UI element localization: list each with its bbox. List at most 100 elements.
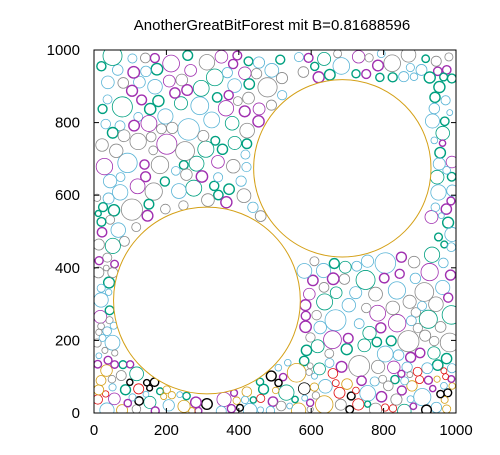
small-circle <box>160 393 168 400</box>
small-circle <box>446 363 456 374</box>
small-circle <box>129 178 146 195</box>
small-circle <box>243 56 254 67</box>
small-circle <box>423 375 434 385</box>
small-circle <box>238 66 252 80</box>
small-circle <box>99 402 115 413</box>
small-circle <box>272 386 280 395</box>
small-circle <box>140 65 152 78</box>
small-circle <box>415 375 424 385</box>
small-circle <box>181 83 194 97</box>
small-circle <box>442 292 454 303</box>
small-circle <box>102 390 110 398</box>
small-circle <box>293 52 304 63</box>
small-circle <box>102 264 110 272</box>
small-circle <box>129 366 144 382</box>
small-circle <box>190 96 210 116</box>
large-circle-2 <box>113 206 301 395</box>
small-circle <box>94 255 104 266</box>
small-circle <box>433 232 444 242</box>
small-circle <box>298 355 310 367</box>
small-circle <box>128 119 141 132</box>
small-circle <box>351 260 363 272</box>
small-circle <box>388 314 407 333</box>
small-circle <box>424 113 440 129</box>
small-circle <box>252 102 266 116</box>
small-circle <box>115 370 127 381</box>
large-circles-layer <box>113 79 432 395</box>
small-circle <box>111 96 133 118</box>
y-tick-label: 800 <box>55 115 80 132</box>
small-circle <box>353 318 365 329</box>
small-circle <box>128 393 137 402</box>
small-circle <box>104 305 115 316</box>
small-circle <box>303 52 314 64</box>
small-circle <box>250 68 263 80</box>
small-circle <box>309 382 319 392</box>
small-circle <box>374 252 397 274</box>
small-circle <box>305 332 316 343</box>
small-circle <box>307 274 319 287</box>
small-circle <box>242 91 255 105</box>
small-circle <box>440 352 453 365</box>
small-circle <box>404 351 417 364</box>
small-circle <box>439 116 450 127</box>
small-circle <box>110 259 120 269</box>
small-circle <box>243 78 256 90</box>
small-circle <box>114 120 126 132</box>
small-circle <box>424 246 441 263</box>
small-circle <box>116 404 129 413</box>
small-circle <box>156 123 167 135</box>
small-circle <box>98 334 107 342</box>
small-circle <box>435 279 451 295</box>
small-circle <box>324 309 347 332</box>
small-circle <box>145 131 157 143</box>
small-circle <box>299 320 312 334</box>
small-circle <box>442 404 452 413</box>
small-circle <box>96 283 106 293</box>
small-circle <box>102 94 113 105</box>
small-circle <box>402 294 417 309</box>
small-circle <box>126 378 134 387</box>
small-circle <box>94 394 103 405</box>
small-circle <box>299 299 312 312</box>
small-circle <box>117 77 130 89</box>
y-tick-label: 1000 <box>47 42 80 59</box>
small-circle <box>277 90 288 101</box>
small-circle <box>110 360 120 369</box>
small-circle <box>210 135 221 146</box>
small-circle <box>306 405 314 413</box>
small-circle <box>182 391 191 401</box>
small-circle <box>150 155 170 175</box>
small-circle <box>328 257 340 270</box>
small-circle <box>355 270 376 290</box>
small-circle <box>430 184 447 201</box>
small-circle <box>206 68 224 87</box>
small-circle <box>213 189 224 201</box>
x-tick-label: 400 <box>226 422 251 439</box>
small-circle <box>434 146 447 159</box>
small-circle <box>383 54 401 73</box>
small-circle <box>102 326 112 336</box>
small-circle <box>242 402 258 413</box>
small-circle <box>157 108 174 125</box>
small-circle <box>318 379 333 394</box>
small-circle <box>311 309 322 321</box>
small-circle <box>241 138 253 150</box>
small-circle <box>378 272 390 284</box>
small-circle <box>95 157 114 176</box>
small-circle <box>430 55 442 67</box>
small-circle <box>274 363 283 372</box>
small-circle <box>335 360 348 373</box>
small-circle <box>102 192 115 205</box>
small-circle <box>400 50 417 63</box>
small-circle <box>173 96 188 111</box>
small-circle <box>139 159 150 170</box>
small-circle <box>129 132 147 151</box>
small-circle <box>101 75 115 90</box>
small-circle <box>227 58 239 70</box>
small-circle <box>106 126 119 139</box>
small-circle <box>216 391 232 407</box>
small-circle <box>431 359 444 372</box>
small-circle <box>351 50 366 64</box>
